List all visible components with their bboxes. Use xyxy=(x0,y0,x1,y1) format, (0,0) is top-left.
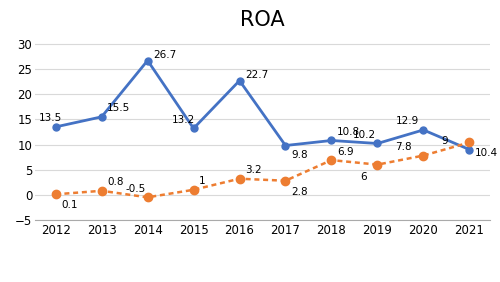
Text: 6: 6 xyxy=(360,172,368,182)
Text: 6.9: 6.9 xyxy=(337,147,353,157)
Text: 15.5: 15.5 xyxy=(107,103,130,113)
AMZN xyxy=(98,189,104,193)
AMZN xyxy=(374,163,380,166)
AMZN xyxy=(236,177,242,180)
Title: ROA: ROA xyxy=(240,10,285,30)
Text: 10.4: 10.4 xyxy=(475,148,498,158)
Text: -0.5: -0.5 xyxy=(126,184,146,194)
BABA xyxy=(374,142,380,145)
AMZN xyxy=(190,188,196,191)
AMZN xyxy=(144,196,150,199)
Line: AMZN: AMZN xyxy=(52,138,474,202)
Text: 13.2: 13.2 xyxy=(172,115,194,125)
Line: BABA: BABA xyxy=(52,57,473,153)
Text: 10.2: 10.2 xyxy=(352,130,376,140)
Text: 12.9: 12.9 xyxy=(396,116,419,126)
Text: 9: 9 xyxy=(442,136,448,146)
Text: 26.7: 26.7 xyxy=(153,50,176,60)
Text: 10.8: 10.8 xyxy=(337,127,360,137)
AMZN xyxy=(420,154,426,157)
Text: 3.2: 3.2 xyxy=(245,165,262,175)
BABA xyxy=(236,79,242,82)
BABA xyxy=(282,144,288,147)
AMZN xyxy=(52,193,59,196)
Text: 0.1: 0.1 xyxy=(61,200,78,210)
Text: 0.8: 0.8 xyxy=(107,177,124,187)
Text: 13.5: 13.5 xyxy=(39,113,62,123)
Text: 22.7: 22.7 xyxy=(245,70,268,80)
BABA xyxy=(52,125,59,129)
AMZN xyxy=(282,179,288,182)
BABA xyxy=(420,128,426,132)
BABA xyxy=(466,148,472,151)
Text: 7.8: 7.8 xyxy=(396,142,412,152)
Text: 1: 1 xyxy=(199,176,205,186)
AMZN xyxy=(328,158,334,162)
BABA xyxy=(328,139,334,142)
AMZN xyxy=(466,141,472,144)
BABA xyxy=(144,59,150,62)
BABA xyxy=(98,115,104,118)
Text: 2.8: 2.8 xyxy=(291,187,308,197)
Text: 9.8: 9.8 xyxy=(291,150,308,160)
BABA xyxy=(190,127,196,130)
